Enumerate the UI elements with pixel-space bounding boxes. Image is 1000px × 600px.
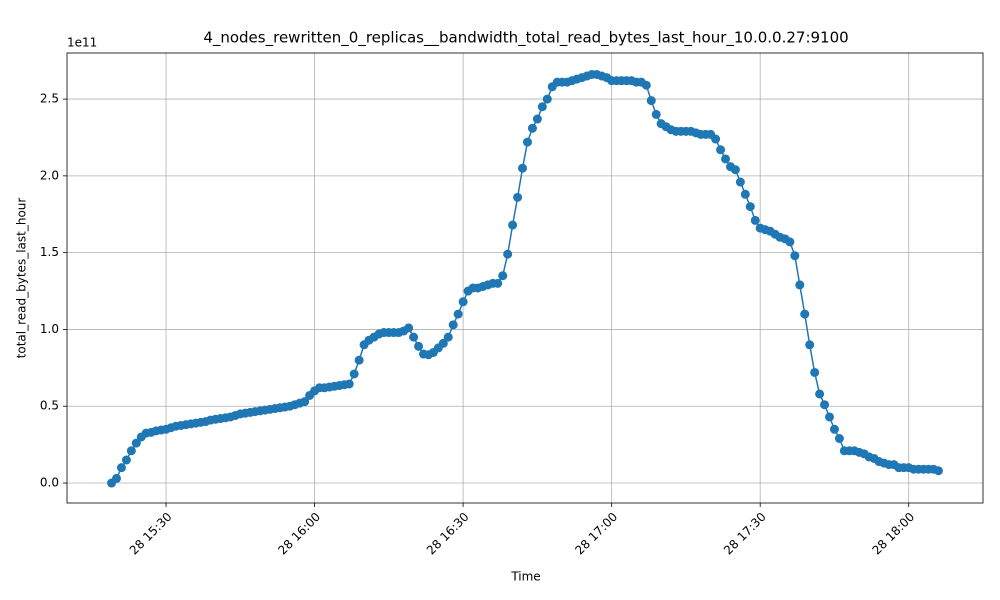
data-point [815, 389, 825, 399]
data-point [805, 340, 815, 350]
data-point [795, 280, 805, 290]
data-point [745, 202, 755, 212]
data-point [641, 80, 651, 90]
data-point [508, 220, 518, 230]
y-axis-label: total_read_bytes_last_hour [15, 198, 29, 359]
data-point [716, 145, 726, 155]
data-point [414, 341, 424, 351]
y-tick-label: 1.5 [40, 245, 59, 259]
data-point [116, 463, 126, 473]
data-point [730, 165, 740, 175]
data-point [121, 455, 131, 465]
data-point [542, 94, 552, 104]
data-point [790, 251, 800, 261]
data-point [518, 163, 528, 173]
data-point [300, 397, 310, 407]
data-point [740, 189, 750, 199]
y-offset-label: 1e11 [67, 36, 97, 50]
data-point [458, 297, 468, 307]
y-tick-label: 0.5 [40, 399, 59, 413]
data-point [448, 320, 458, 330]
data-point [354, 355, 364, 365]
data-point [409, 332, 419, 342]
data-point [503, 249, 513, 259]
data-point [443, 332, 453, 342]
data-point [825, 412, 835, 422]
chart-title: 4_nodes_rewritten_0_replicas__bandwidth_… [203, 29, 848, 48]
y-tick-label: 0.0 [40, 476, 59, 490]
y-tick-label: 2.0 [40, 168, 59, 182]
data-point [721, 154, 731, 164]
y-tick-label: 2.5 [40, 92, 59, 106]
data-point [735, 177, 745, 187]
data-point [834, 433, 844, 443]
data-point [493, 278, 503, 288]
data-point [498, 271, 508, 281]
data-point [344, 379, 354, 389]
data-point [532, 114, 542, 124]
data-point [800, 309, 810, 319]
data-point [933, 466, 943, 476]
data-point [126, 446, 136, 456]
data-point [750, 215, 760, 225]
data-point [522, 137, 532, 147]
data-point [527, 123, 537, 133]
data-point [785, 237, 795, 247]
data-point [651, 109, 661, 119]
plot-frame [66, 52, 984, 504]
plot-layer [107, 70, 943, 488]
data-point [810, 367, 820, 377]
y-tick-label: 1.0 [40, 322, 59, 336]
grid-layer [67, 53, 983, 503]
data-point [513, 192, 523, 202]
data-point [829, 424, 839, 434]
data-point [820, 400, 830, 410]
data-point [453, 309, 463, 319]
data-point [537, 102, 547, 112]
data-point [646, 96, 656, 106]
data-point [404, 323, 414, 333]
data-point [711, 134, 721, 144]
data-point [438, 338, 448, 348]
data-point [112, 473, 122, 483]
data-point [349, 369, 359, 379]
x-axis-label: Time [510, 570, 540, 584]
data-point [131, 438, 141, 448]
